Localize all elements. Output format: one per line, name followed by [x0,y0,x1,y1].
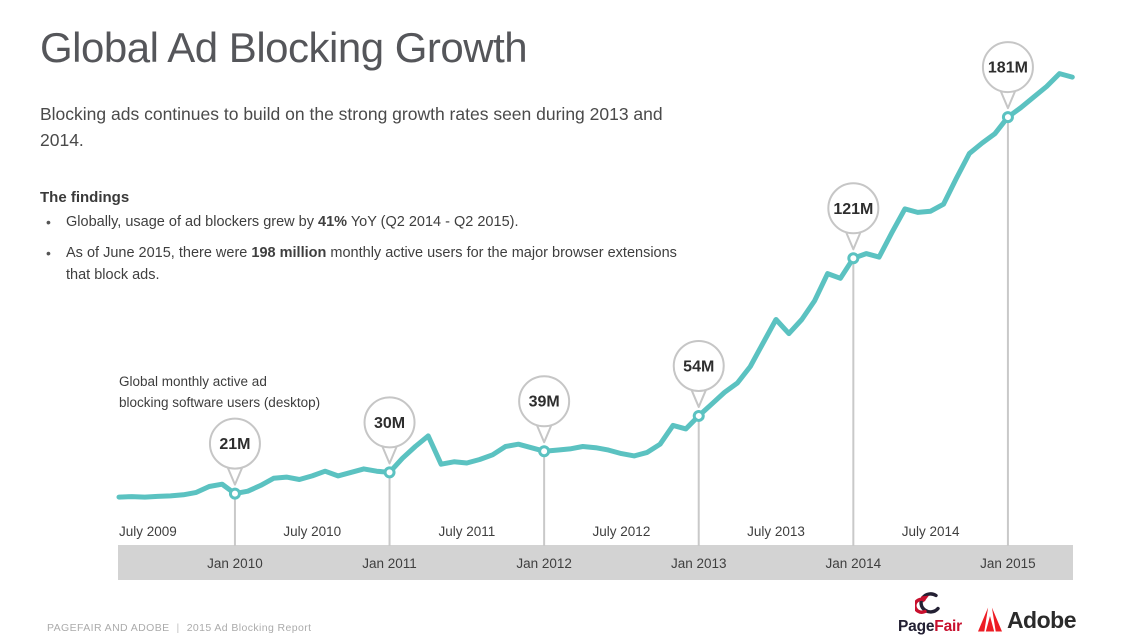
callout-label-39M: 39M [529,394,560,411]
data-point-121M [847,252,860,265]
chart-annotation-line: blocking software users (desktop) [119,394,321,410]
callout-bubble-21M [208,417,261,470]
axis-label-july-2011: July 2011 [438,524,495,539]
findings-list: Globally, usage of ad blockers grew by 4… [40,212,685,295]
pagefair-logo: PageFair [898,591,962,635]
finding-text: Globally, usage of ad blockers grew by [66,214,319,230]
x-axis-band [118,545,1073,580]
axis-label-jan-2015: Jan 2015 [980,556,1036,571]
data-point-181M [1001,111,1014,124]
axis-label-jan-2010: Jan 2010 [207,556,263,571]
axis-label-july-2014: July 2014 [902,524,960,539]
callout-bubble-54M [672,339,725,392]
data-point-54M [692,409,705,422]
callout-label-121M: 121M [833,201,873,218]
findings-heading: The findings [40,189,130,206]
data-point-39M [538,445,551,458]
chart-annotation: Global monthly active ad blocking softwa… [119,372,320,414]
axis-label-july-2010: July 2010 [283,524,341,539]
axis-label-jan-2013: Jan 2013 [671,556,727,571]
axis-label-jan-2011: Jan 2011 [362,556,417,571]
axis-label-july-2012: July 2012 [593,524,651,539]
callout-bubble-30M [363,396,416,449]
footer-source: PAGEFAIR AND ADOBE [47,622,170,634]
pagefair-wordmark: PageFair [898,617,962,635]
axis-label-july-2013: July 2013 [747,524,805,539]
subtitle: Blocking ads continues to build on the s… [40,104,663,151]
logos: PageFair Adobe [898,591,1077,635]
axis-label-jan-2012: Jan 2012 [516,556,572,571]
finding-text: As of June 2015, there were [66,244,252,261]
page-title: Global Ad Blocking Growth [40,24,528,71]
footer-report-title: 2015 Ad Blocking Report [186,622,312,634]
callout-bubble-121M [827,182,880,235]
callout-label-54M: 54M [683,358,714,375]
finding-highlight: 41% [318,214,348,230]
chart-line [116,71,1075,500]
callout-bubble-181M [981,41,1034,94]
pagefair-swirl-icon [914,591,940,614]
chart-annotation-line: Global monthly active ad [119,374,267,389]
callout-bubble-39M [518,375,571,428]
axis-label-july-2009: July 2009 [119,524,177,539]
pagefair-wordmark-fair: Fair [934,617,962,635]
finding-item: Globally, usage of ad blockers grew by 4… [40,212,685,234]
footer: PAGEFAIR AND ADOBE | 2015 Ad Blocking Repo… [47,622,311,634]
adobe-a-icon [977,607,1002,632]
adobe-logo: Adobe [977,606,1077,634]
finding-item: As of June 2015, there were 198 million … [40,243,685,287]
pagefair-wordmark-page: Page [898,617,935,635]
callout-label-21M: 21M [219,436,250,453]
axis-label-jan-2014: Jan 2014 [826,556,882,571]
callout-label-30M: 30M [374,415,405,432]
data-point-30M [383,466,396,479]
data-point-21M [228,487,241,500]
callout-label-181M: 181M [988,60,1028,77]
footer-divider: | [176,622,180,634]
adobe-wordmark: Adobe [1006,607,1077,634]
finding-highlight: 198 million [251,244,327,261]
finding-text: monthly active users for the major brows… [66,244,677,283]
finding-text: YoY (Q2 2014 - Q2 2015). [347,214,519,230]
